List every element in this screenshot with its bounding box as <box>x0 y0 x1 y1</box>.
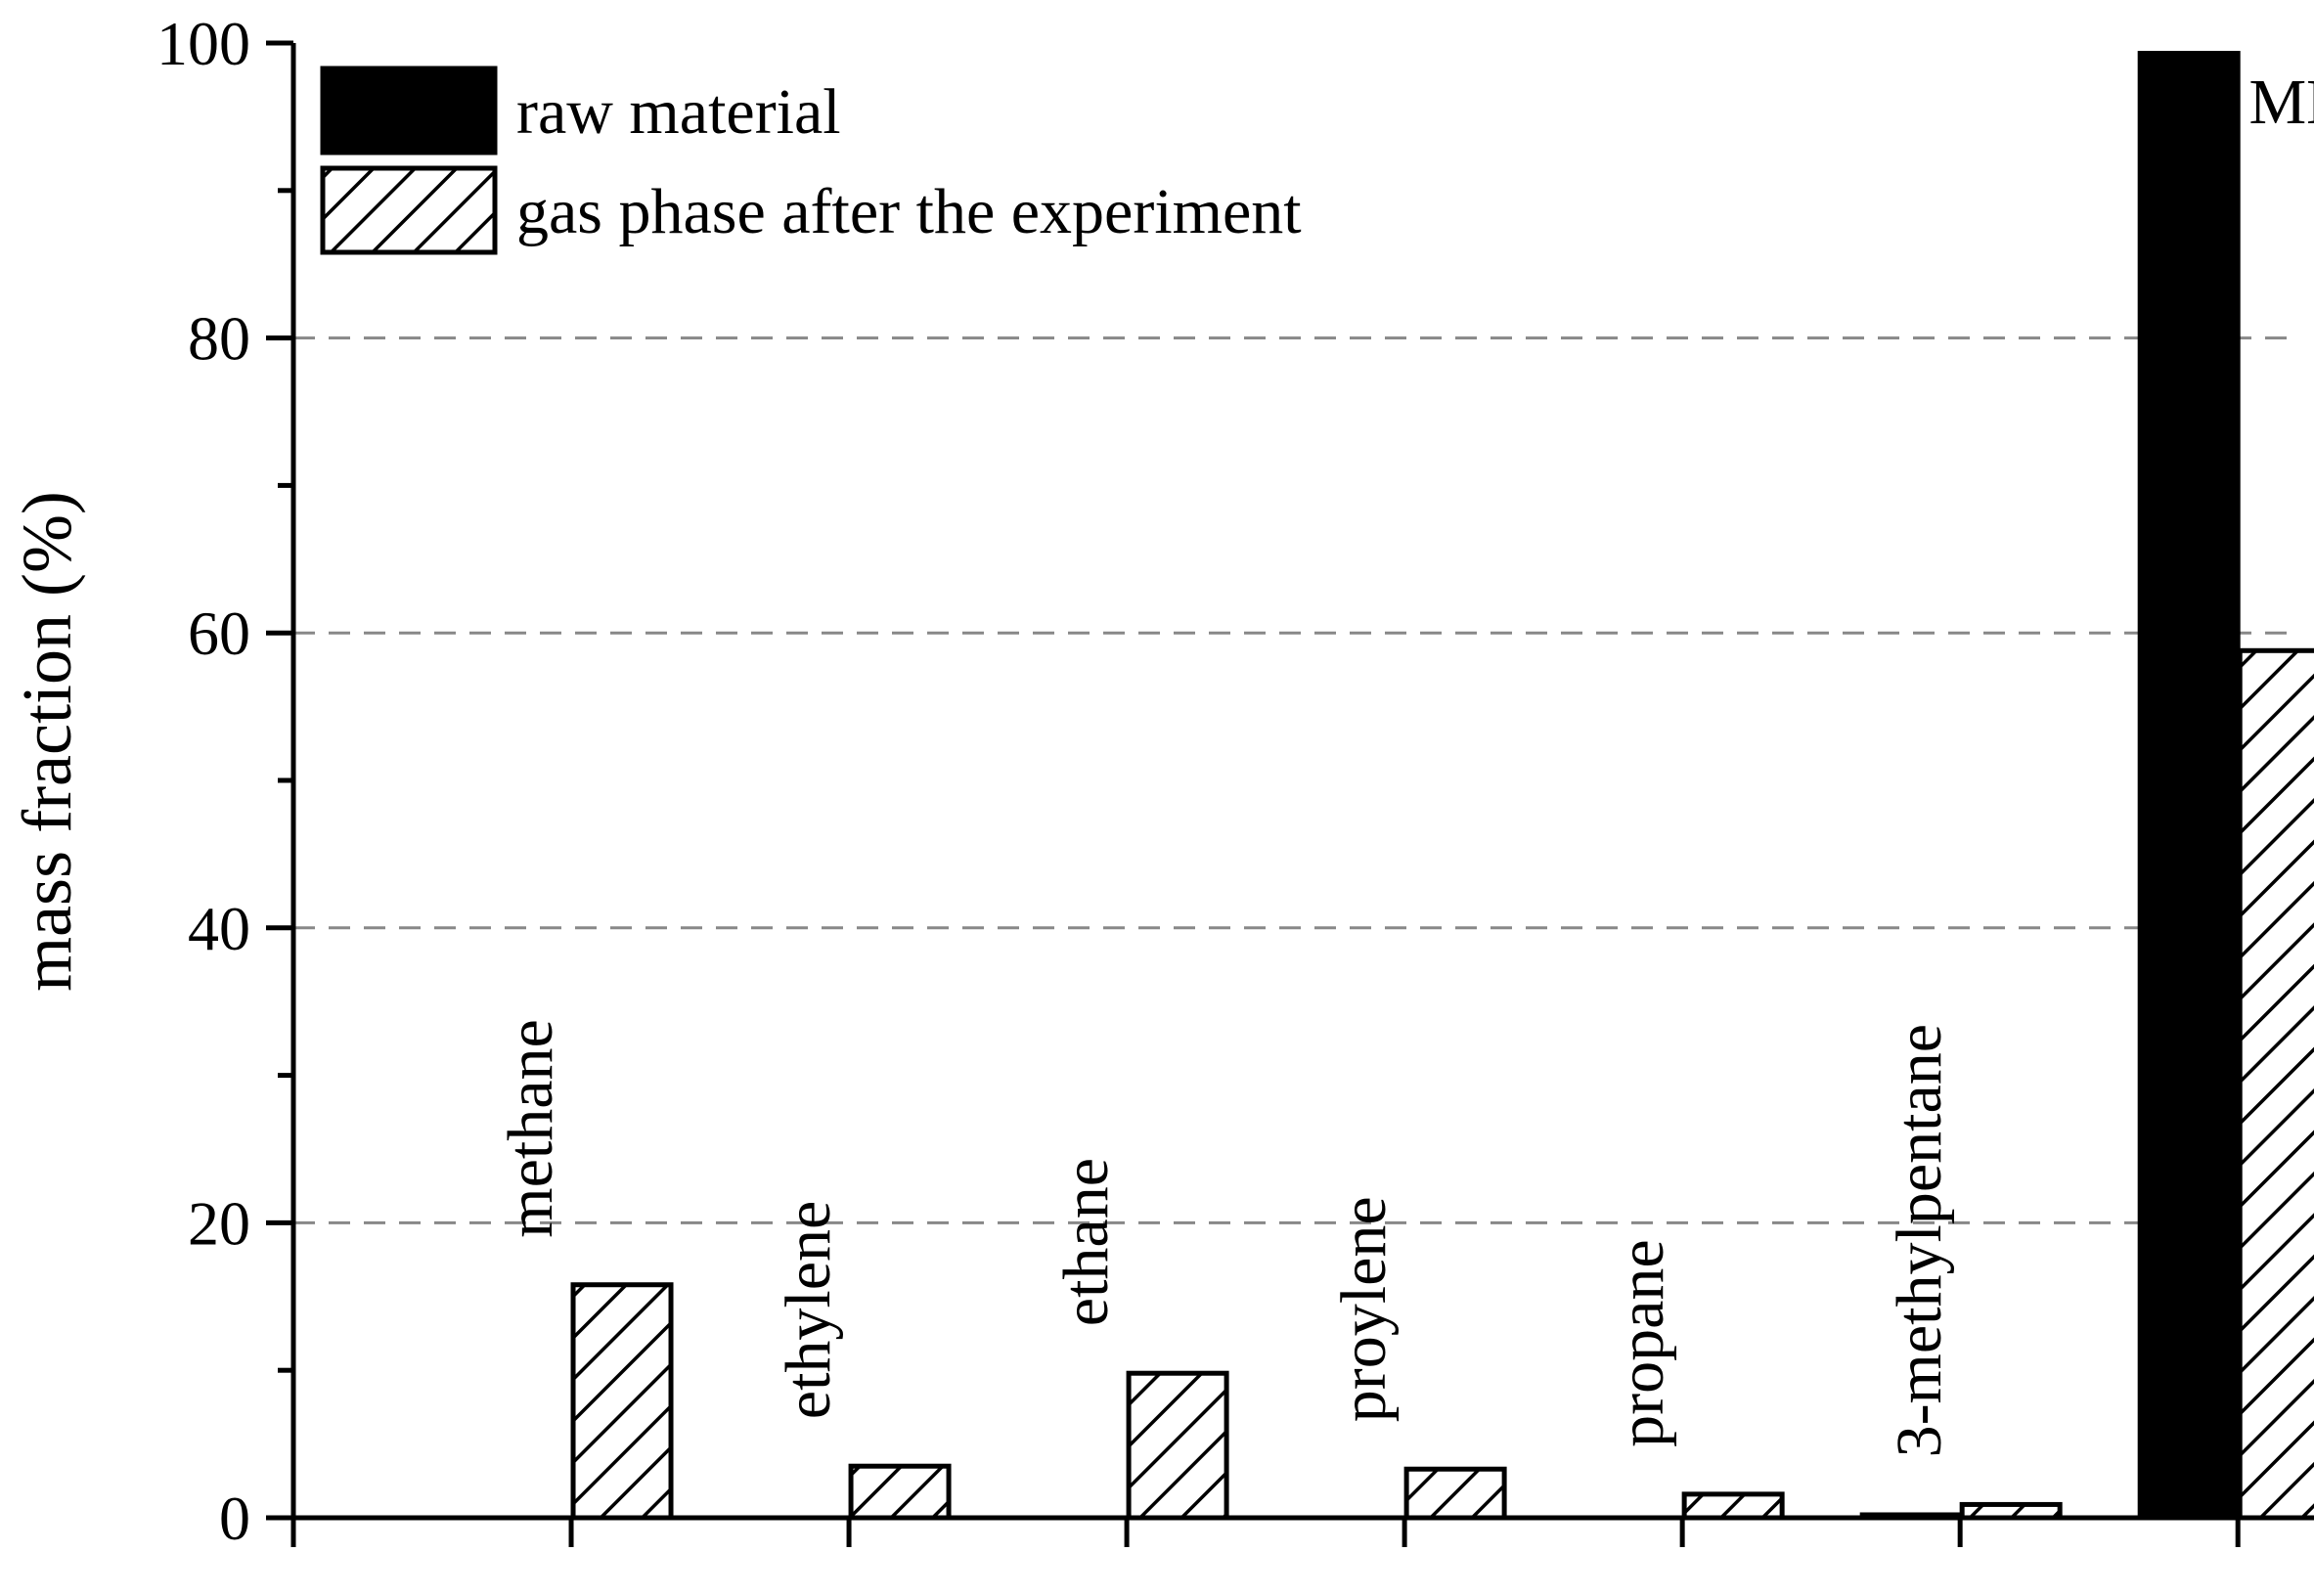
y-ticks: 0 20 40 60 80 100 <box>156 9 293 1553</box>
category-label-propane: propane <box>1606 1239 1677 1447</box>
bar-gas-phase-ethylene <box>848 1463 952 1521</box>
category-label-ethane: ethane <box>1050 1158 1122 1326</box>
y-tick-label-40: 40 <box>188 894 250 963</box>
legend-label-gas-phase: gas phase after the experiment <box>516 176 1302 247</box>
category-label-ethylene: ethylene <box>773 1201 844 1420</box>
bar-gas-phase-mm <box>2237 647 2314 1521</box>
y-tick-label-100: 100 <box>156 9 250 78</box>
legend-label-raw-material: raw material <box>516 76 841 148</box>
bar-gas-phase-ethane <box>1126 1370 1229 1521</box>
category-label-3-methylpentane: 3-methylpentane <box>1884 1024 1955 1458</box>
bar-gas-phase-propane <box>1681 1491 1785 1521</box>
y-tick-label-0: 0 <box>219 1484 250 1553</box>
y-tick-label-60: 60 <box>188 598 250 668</box>
y-tick-label-80: 80 <box>188 304 250 374</box>
bar-raw-material-mm <box>2137 51 2241 1521</box>
y-axis-title: mass fraction (%) <box>8 491 86 992</box>
bar-gas-phase-methane <box>570 1282 674 1521</box>
legend-swatch-raw-material <box>320 66 498 155</box>
legend: raw material gas phase after the experim… <box>320 66 1302 255</box>
bar-gas-phase-proylene <box>1403 1466 1507 1521</box>
legend-swatch-gas-phase <box>320 165 498 255</box>
category-label-mm: MM <box>2249 66 2314 138</box>
y-tick-label-20: 20 <box>188 1188 250 1258</box>
category-label-proylene: proylene <box>1328 1196 1400 1422</box>
category-label-methane: methane <box>495 1019 566 1238</box>
gridlines <box>293 336 2293 1224</box>
category-labels: methane ethylene ethane proylene propane 3-me… <box>495 66 2314 1457</box>
